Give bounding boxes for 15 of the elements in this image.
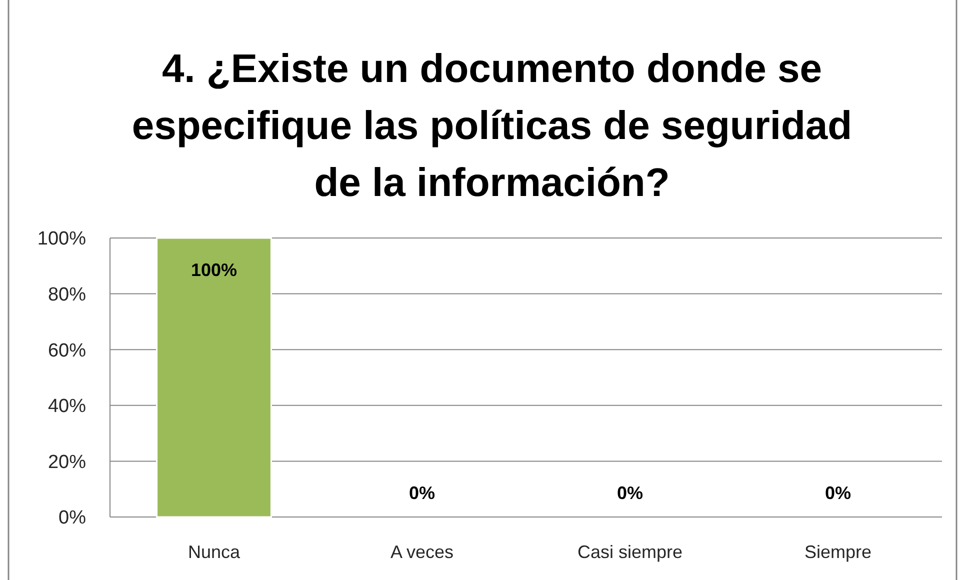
data-label: 0% — [408, 483, 436, 503]
chart-title: 4. ¿Existe un documento donde se especifique las políticas de seguridad de la información? — [132, 47, 852, 205]
x-tick-label: A veces — [390, 542, 454, 562]
y-tick-label: 40% — [48, 396, 86, 418]
y-tick-label: 100% — [37, 228, 86, 250]
y-tick-label: 60% — [48, 340, 86, 362]
data-label: 0% — [616, 483, 644, 503]
x-tick-label: Siempre — [804, 542, 872, 562]
y-tick-label: 80% — [48, 284, 86, 306]
data-label: 0% — [824, 483, 852, 503]
y-tick-label: 20% — [48, 452, 86, 473]
x-tick-label: Nunca — [188, 542, 242, 562]
x-tick-label: Casi siempre — [577, 542, 683, 562]
y-tick-label: 0% — [58, 508, 86, 529]
data-label: 100% — [190, 260, 238, 280]
